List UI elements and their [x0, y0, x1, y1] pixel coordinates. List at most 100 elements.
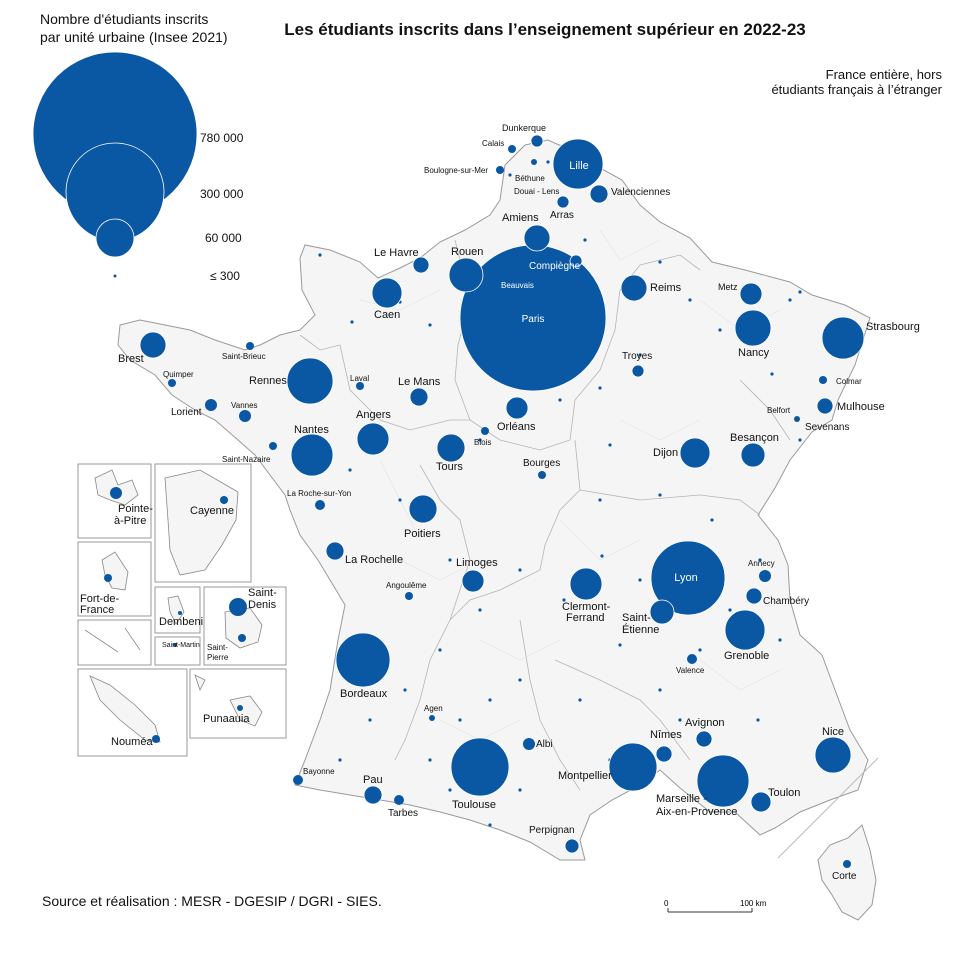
bubble-lille	[552, 138, 604, 190]
bubble-valence	[687, 654, 697, 664]
bubble-pau	[363, 785, 383, 805]
label-bethune: Béthune	[515, 174, 545, 183]
inset-guadeloupe	[77, 463, 152, 539]
label-troyes: Troyes	[622, 351, 652, 362]
bubble-annecy	[759, 570, 771, 582]
bubble-clermont	[569, 567, 603, 601]
inset-saint-martin	[154, 636, 201, 666]
scope-note: France entière, hors étudiants français …	[771, 67, 942, 97]
label-clermont-1: Clermont-	[562, 601, 611, 613]
label-nice: Nice	[822, 726, 844, 738]
label-nancy: Nancy	[738, 347, 770, 359]
label-brest: Brest	[118, 353, 144, 365]
bubble-marseille	[696, 754, 750, 808]
bubble-arras	[556, 195, 570, 209]
bubble-bethune	[531, 159, 537, 165]
label-blois: Blois	[474, 438, 491, 447]
bubble-compiegne	[569, 254, 583, 268]
scope-note-line-1: France entière, hors	[825, 67, 942, 82]
label-angers: Angers	[356, 409, 391, 421]
label-tarbes: Tarbes	[388, 808, 418, 819]
bubble-blois	[481, 427, 489, 435]
bubble-bourges	[538, 471, 546, 479]
bubble-angers	[356, 422, 390, 456]
bubble-rennes	[286, 357, 334, 405]
label-marseille-1: Marseille -	[656, 793, 707, 805]
label-lille: Lille	[569, 160, 589, 172]
legend-title-line-1: Nombre d'étudiants inscrits	[40, 11, 209, 27]
label-besancon: Besançon	[730, 432, 779, 444]
label-clermont-2: Ferrand	[566, 612, 605, 624]
label-bourges: Bourges	[523, 458, 560, 469]
bubble-toulouse	[450, 737, 510, 797]
bubble-le-havre	[412, 256, 430, 274]
inset-reunion	[203, 586, 287, 666]
label-le-havre: Le Havre	[374, 247, 419, 259]
label-marseille-2: Aix-en-Provence	[656, 806, 737, 818]
bubble-troyes	[631, 364, 645, 378]
city-labels: Paris Lyon Toulouse Lille Marseille - Ai…	[118, 123, 920, 882]
label-montpellier: Montpellier	[558, 770, 612, 782]
label-cayenne: Cayenne	[190, 505, 234, 517]
bubble-orleans	[505, 396, 529, 420]
inset-polynesie	[189, 668, 287, 739]
bubble-dijon	[679, 437, 711, 469]
label-arras: Arras	[550, 210, 574, 221]
inset-martinique	[77, 541, 152, 617]
label-strasbourg: Strasbourg	[866, 321, 920, 333]
label-valenciennes: Valenciennes	[611, 187, 670, 198]
legend-circle-300	[113, 274, 117, 278]
bubble-vannes	[239, 410, 251, 422]
label-nimes: Nîmes	[650, 729, 682, 741]
label-limoges: Limoges	[456, 557, 498, 569]
map-title: Les étudiants inscrits dans l’enseigneme…	[284, 20, 806, 39]
label-fort-de-france-1: Fort-de-	[80, 593, 119, 605]
bubble-reims	[620, 274, 648, 302]
bubble-caen	[371, 277, 403, 309]
label-lyon: Lyon	[674, 572, 697, 584]
bubble-quimper	[168, 379, 176, 387]
corsica-shape	[817, 824, 877, 921]
label-bordeaux: Bordeaux	[340, 688, 388, 700]
label-lorient: Lorient	[171, 407, 202, 418]
bubble-nimes	[655, 745, 673, 763]
bubble-brest	[139, 331, 167, 359]
corsica-separator	[777, 757, 879, 859]
bubble-nice	[814, 736, 852, 774]
label-perpignan: Perpignan	[529, 825, 575, 836]
bubble-tours	[436, 433, 466, 463]
bubble-saint-brieuc	[246, 342, 254, 350]
label-noumea: Nouméa	[111, 736, 153, 748]
label-annecy: Annecy	[748, 559, 775, 568]
label-amiens: Amiens	[502, 212, 539, 224]
label-compiegne: Compiègne	[529, 261, 581, 272]
inset-guyane	[154, 463, 252, 583]
label-paris: Paris	[522, 314, 545, 325]
label-caen: Caen	[374, 309, 400, 321]
inset-wallis	[77, 619, 152, 666]
legend-circle-60000	[95, 218, 135, 258]
bubble-bordeaux	[335, 632, 391, 688]
bubble-la-rochelle	[325, 541, 345, 561]
label-colmar: Colmar	[836, 377, 862, 386]
region-borders	[299, 239, 791, 791]
bubble-corte	[843, 860, 851, 868]
label-dijon: Dijon	[653, 447, 678, 459]
bubble-avignon	[695, 730, 713, 748]
label-tours: Tours	[436, 461, 463, 473]
source-note: Source et réalisation : MESR - DGESIP / …	[42, 893, 382, 909]
label-quimper: Quimper	[163, 370, 194, 379]
label-reims: Reims	[650, 282, 682, 294]
label-saint-pierre-1: Saint-	[207, 643, 228, 652]
label-toulouse: Toulouse	[452, 799, 496, 811]
overseas-insets	[77, 463, 287, 757]
label-laval: Laval	[350, 374, 369, 383]
label-dembeni: Dembeni	[159, 616, 203, 628]
label-saint-nazaire: Saint-Nazaire	[222, 455, 271, 464]
label-sevenans: Sevenans	[805, 422, 849, 433]
bubble-bayonne	[293, 775, 303, 785]
bubble-rouen	[448, 257, 484, 293]
bubble-toulon	[750, 791, 772, 813]
scale-zero: 0	[664, 899, 669, 908]
overseas-bubbles	[104, 487, 247, 743]
